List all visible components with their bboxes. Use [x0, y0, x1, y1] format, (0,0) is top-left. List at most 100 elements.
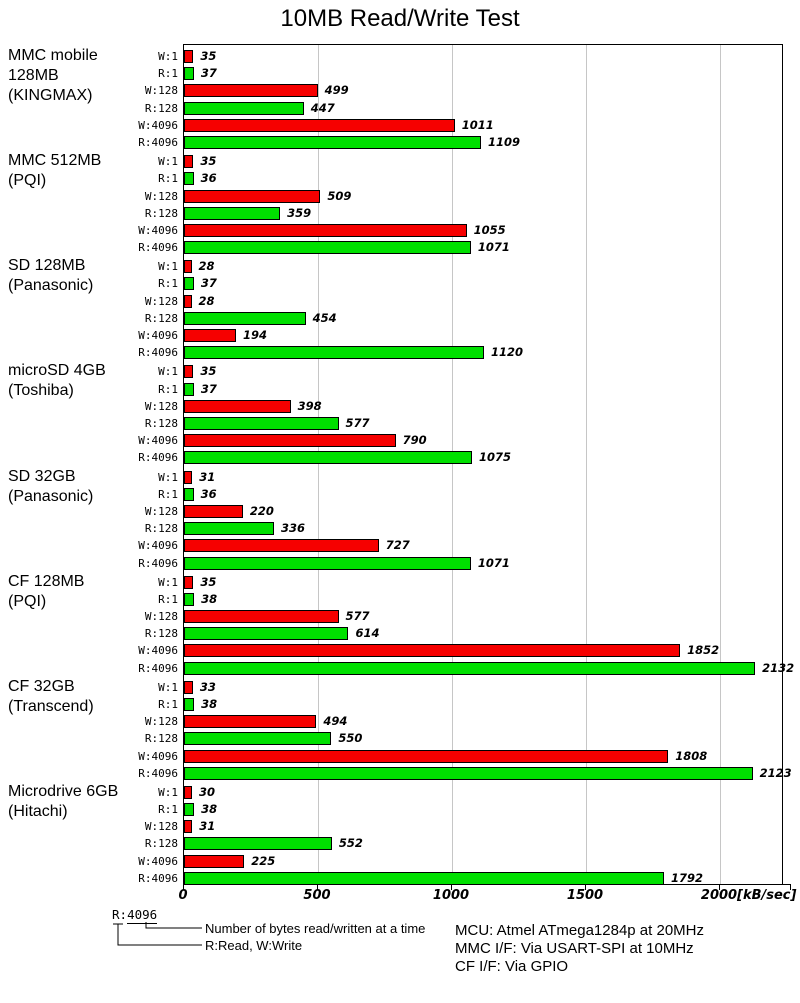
- bar-value-label: 1055: [473, 222, 506, 237]
- read-bar: [184, 451, 472, 465]
- read-bar: [184, 346, 484, 360]
- row-label: R:1: [158, 803, 178, 817]
- row-label: R:1: [158, 487, 178, 501]
- group-label-line: Microdrive 6GB: [8, 782, 119, 800]
- bar-value-label: 38: [201, 802, 218, 817]
- read-bar: [184, 732, 332, 746]
- bar-value-label: 2132: [762, 660, 795, 675]
- write-bar: [184, 575, 194, 589]
- bar-row: W:128 509: [145, 189, 782, 203]
- bar-row: R:128 336: [145, 521, 782, 536]
- group-label-line: microSD 4GB: [8, 362, 106, 380]
- bar-row: W:128 31: [145, 819, 782, 834]
- read-bar: [184, 277, 194, 291]
- write-bar: [184, 260, 192, 274]
- bar-value-label: 1792: [671, 870, 704, 885]
- plot-area: W:1 35 R:1 37 W:128 499 R:128 447 W:4096 1011 R:40…: [138, 44, 794, 885]
- bar-value-label: 37: [200, 381, 217, 396]
- read-bar: [184, 172, 194, 186]
- row-label: R:4096: [138, 136, 178, 149]
- row-label: W:1: [158, 680, 178, 694]
- read-bar: [184, 697, 195, 711]
- group-label-line: (PQI): [8, 172, 47, 190]
- row-label: R:4096: [138, 556, 178, 570]
- read-bar: [184, 67, 194, 81]
- bar-row: R:4096 1075: [138, 450, 782, 465]
- bar-row: R:128 577: [145, 416, 782, 430]
- bar-row: W:128 28: [145, 294, 782, 308]
- bar-value-label: 1120: [491, 345, 524, 360]
- bar-value-label: 35: [200, 364, 217, 379]
- bar-value-label: 359: [287, 205, 312, 220]
- gridline-1000: [452, 45, 453, 884]
- row-label: W:4096: [138, 329, 178, 343]
- row-label: W:1: [158, 365, 178, 379]
- row-label: R:1: [158, 592, 178, 606]
- info-line-mmc: MMC I/F: Via USART-SPI at 10MHz: [455, 940, 694, 957]
- bar-value-label: 35: [200, 574, 217, 589]
- bar-group: W:1 35 R:1 36 W:128 509 R:128 359 W:4096 1055 R:40…: [138, 150, 782, 255]
- axis-tick-label-2000: 2000: [700, 888, 738, 903]
- bar-row: R:4096 1071: [138, 240, 782, 255]
- row-label: R:128: [144, 837, 178, 851]
- bar-row: W:1 35: [158, 574, 782, 589]
- x-axis-unit-label: [kB/sec]: [737, 888, 797, 903]
- bar-value-label: 614: [355, 626, 380, 641]
- read-bar: [184, 871, 664, 885]
- bar-row: R:4096 1792: [138, 870, 782, 885]
- row-label: W:128: [144, 820, 178, 834]
- write-bar: [184, 50, 194, 63]
- row-label: R:128: [144, 311, 178, 325]
- bar-row: W:1 35: [158, 50, 782, 63]
- bar-row: W:1 35: [158, 155, 782, 169]
- bar-value-label: 1071: [477, 240, 510, 255]
- bar-row: R:1 38: [158, 592, 782, 606]
- bar-row: W:4096 1808: [138, 749, 782, 763]
- row-label: W:128: [144, 294, 178, 308]
- group-label-line: (Panasonic): [8, 277, 94, 295]
- bar-row: W:128 494: [145, 715, 782, 729]
- row-label: R:4096: [138, 451, 178, 465]
- bar-row: W:1 30: [158, 784, 782, 799]
- bar-value-label: 336: [281, 521, 306, 536]
- bar-value-label: 30: [199, 784, 216, 799]
- write-bar: [184, 820, 193, 834]
- bar-value-label: 447: [310, 100, 335, 115]
- gridline-2000: [720, 45, 721, 884]
- axis-tick-label-1000: 1000: [432, 888, 470, 903]
- bar-value-label: 1075: [478, 450, 511, 465]
- gridline-500: [318, 45, 319, 884]
- bar-value-label: 37: [200, 276, 217, 291]
- read-bar: [184, 311, 306, 325]
- write-bar: [184, 399, 291, 413]
- row-label: W:128: [144, 504, 178, 518]
- group-label-line: (Panasonic): [8, 487, 94, 505]
- bar-value-label: 1109: [488, 135, 521, 149]
- bar-row: W:4096 1011: [138, 118, 782, 132]
- bar-value-label: 31: [199, 819, 216, 834]
- legend-example-label: R:4096: [112, 907, 158, 924]
- read-bar: [184, 206, 281, 220]
- bar-row: W:128 398: [145, 399, 782, 413]
- axis-tick-500: [317, 885, 318, 890]
- write-bar: [184, 118, 455, 132]
- bar-value-label: 454: [312, 310, 337, 325]
- row-label: W:4096: [138, 644, 178, 658]
- bar-value-label: 225: [251, 853, 276, 868]
- row-label: W:128: [144, 610, 178, 624]
- row-label: W:1: [158, 50, 178, 63]
- group-label-line: (Transcend): [8, 697, 94, 715]
- row-label: W:128: [144, 399, 178, 413]
- bar-row: R:1 36: [158, 487, 782, 501]
- row-label: R:128: [144, 522, 178, 536]
- write-bar: [184, 189, 321, 203]
- bar-value-label: 577: [345, 609, 370, 624]
- bar-value-label: 790: [402, 433, 427, 448]
- write-bar: [184, 504, 243, 518]
- row-label: W:128: [144, 715, 178, 729]
- bar-row: W:4096 790: [138, 433, 782, 448]
- row-label: R:1: [158, 697, 178, 711]
- group-label: MMC 512MB (PQI): [8, 151, 101, 191]
- bar-value-label: 552: [338, 836, 363, 851]
